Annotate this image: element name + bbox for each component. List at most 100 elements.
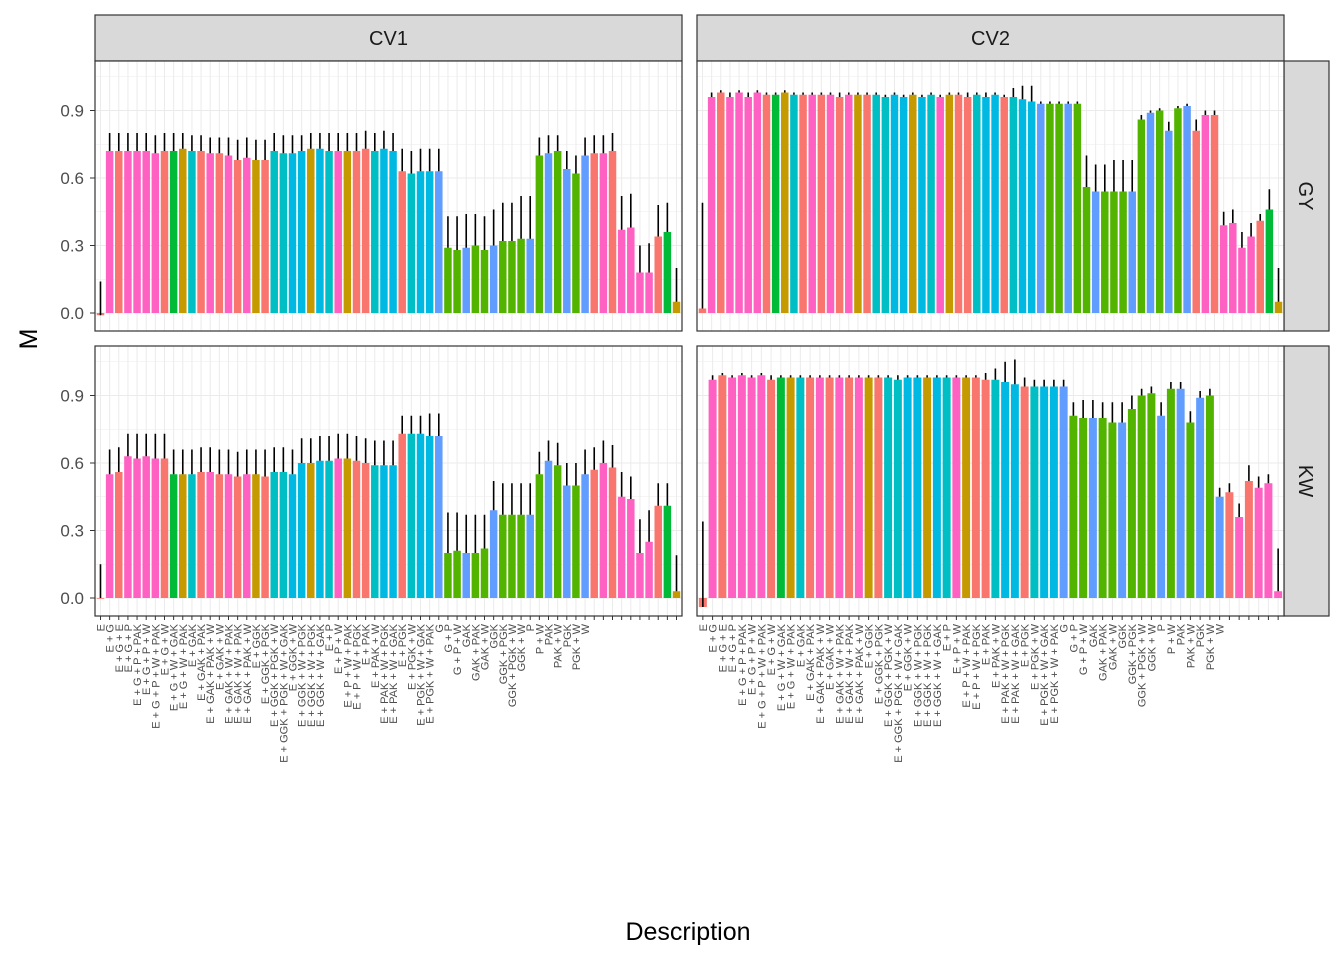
bar <box>845 377 854 598</box>
x-tick-label: G <box>1059 624 1071 633</box>
x-tick-label: E + GGK + W + PGK <box>297 623 309 727</box>
bar <box>1118 422 1127 598</box>
bar <box>563 485 571 598</box>
bar <box>307 463 315 598</box>
bar <box>954 94 963 313</box>
bar <box>590 153 598 313</box>
x-tick-label: G <box>434 624 446 633</box>
bar <box>1000 97 1008 313</box>
bar <box>462 247 470 313</box>
x-tick-label: PGK <box>562 623 574 647</box>
bar <box>297 463 306 598</box>
bar <box>380 465 388 598</box>
bar <box>1098 418 1107 598</box>
bar <box>753 92 762 313</box>
bar <box>663 505 672 598</box>
y-tick-label: 0.9 <box>60 102 84 121</box>
bar <box>279 153 288 313</box>
y-axis-title: M <box>15 329 43 350</box>
bar <box>872 94 880 313</box>
x-tick-label: E + GGK + W <box>903 623 915 691</box>
y-tick-label: 0.3 <box>60 522 84 541</box>
bar <box>942 377 951 598</box>
bar <box>698 308 707 313</box>
bar <box>1264 483 1273 598</box>
x-tick-label: E + GGK + W <box>287 623 299 691</box>
x-tick-label: E + GGK + PGK + W + GAK <box>278 623 290 762</box>
x-tick-label: E + GAK + PAK <box>196 623 208 700</box>
bar <box>1244 481 1253 598</box>
x-tick-label: GGK + PGK <box>1127 623 1139 684</box>
bar <box>572 485 580 598</box>
bar <box>160 151 169 313</box>
x-tick-label: GGK + W <box>516 623 528 671</box>
bar <box>489 245 498 313</box>
x-tick-label: E + GAK + PAK <box>805 623 817 700</box>
x-tick-label: E + PGK + W + GAK <box>1039 623 1051 725</box>
bar <box>1238 247 1246 313</box>
bar <box>1137 119 1146 313</box>
x-tick-label: E + GGK <box>251 623 263 668</box>
x-tick-label: E + GGK + W + GAK <box>315 623 327 727</box>
bar <box>845 94 853 313</box>
x-tick-label: E + GAK + W + PAK <box>233 623 245 723</box>
bar <box>963 97 972 313</box>
bar <box>197 472 205 598</box>
bar <box>535 155 544 313</box>
bar <box>1088 418 1097 598</box>
bar <box>835 377 844 598</box>
bar <box>343 458 352 598</box>
x-tick-label: PAK <box>544 623 556 645</box>
x-tick-label: G + P <box>443 624 455 652</box>
bar <box>416 433 425 598</box>
x-tick-label: E + G + E <box>717 624 729 672</box>
bar <box>188 151 196 313</box>
x-tick-label: E + P + W + PGK <box>351 623 363 709</box>
x-tick-label: GGK + PGK <box>498 623 510 684</box>
x-tick-label: E + G + P <box>727 624 739 672</box>
x-tick-label: E + PAK + W <box>370 623 382 688</box>
bar <box>881 97 890 313</box>
bar <box>617 229 626 313</box>
bar <box>718 375 727 598</box>
x-tick-label: E + PGK <box>397 623 409 667</box>
strip-cv2-bg <box>696 14 1285 62</box>
bar <box>1265 209 1274 313</box>
bar <box>962 377 971 598</box>
x-tick-label: E + GGK + W + PGK <box>306 623 318 727</box>
x-tick-label: P + W <box>1166 623 1178 654</box>
y-tick-label: 0.0 <box>60 304 84 323</box>
bar <box>581 474 589 598</box>
bar <box>952 377 961 598</box>
x-tick-label: E + PAK + W + PGK <box>1000 623 1012 723</box>
x-tick-label: E + GAK + PAK + W <box>242 623 254 723</box>
bar <box>261 160 269 313</box>
bar <box>1186 422 1195 598</box>
bar <box>808 94 816 313</box>
bar <box>1174 108 1182 313</box>
bar <box>1110 191 1118 313</box>
x-tick-label: E + P + W + PAK <box>342 623 354 707</box>
x-tick-label: E + GAK <box>795 623 807 667</box>
bar <box>179 474 187 598</box>
bar <box>224 474 233 598</box>
x-tick-label: PAK + W <box>553 623 565 668</box>
bar <box>936 97 944 313</box>
bar <box>636 272 644 313</box>
x-tick-label: GAK + PAK <box>470 623 482 681</box>
bar <box>971 377 980 598</box>
strip-cv1-label: CV1 <box>369 28 408 50</box>
x-tick-label: E + PGK <box>1020 623 1032 667</box>
x-tick-label: E + GAK + W + PAK <box>834 623 846 723</box>
bar <box>563 169 571 313</box>
panel-cv1-gy <box>94 60 683 332</box>
bar <box>1069 415 1078 598</box>
bar <box>553 151 562 313</box>
bar <box>544 153 553 313</box>
bar <box>1091 191 1100 313</box>
panel-border <box>696 345 1285 617</box>
y-tick-label: 0.6 <box>60 454 84 473</box>
bar <box>517 514 525 598</box>
bar <box>1147 393 1156 598</box>
bar <box>1229 223 1237 313</box>
